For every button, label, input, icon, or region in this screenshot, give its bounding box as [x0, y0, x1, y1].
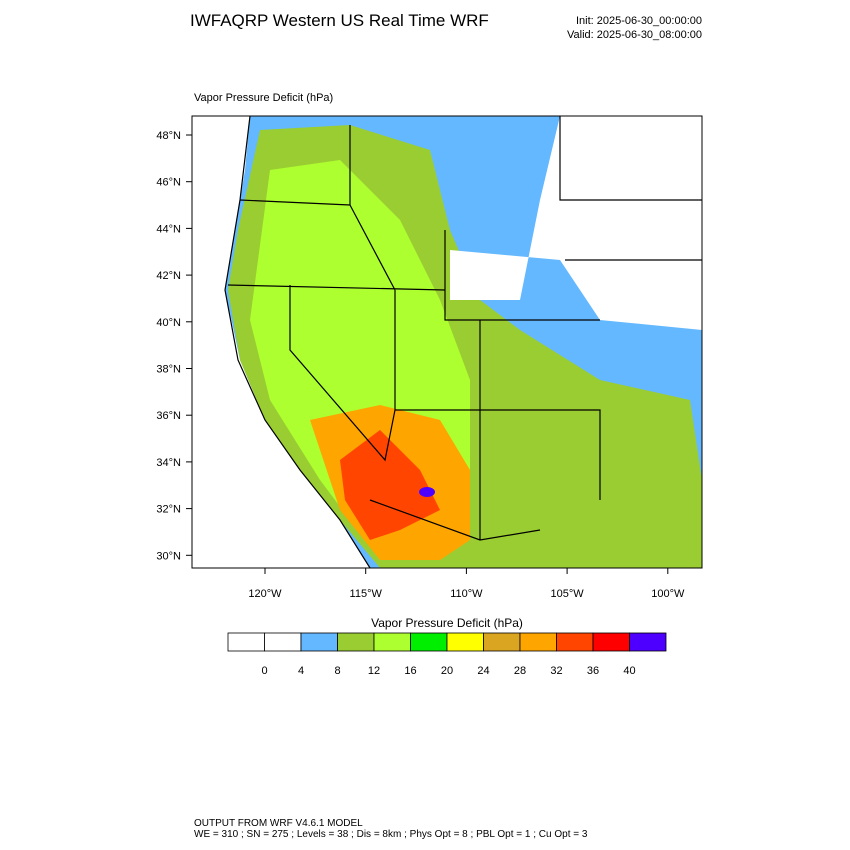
colorbar-box	[519, 632, 557, 652]
colorbar-box	[337, 632, 375, 652]
colorbar-box	[592, 632, 630, 652]
colorbar-tick-label: 20	[441, 665, 453, 677]
init-time: Init: 2025-06-30_00:00:00	[576, 15, 702, 27]
hot-purple	[419, 487, 435, 497]
borders	[224, 116, 702, 568]
lat-label: 44°N	[156, 223, 181, 235]
colorbar-box	[556, 632, 594, 652]
footer-line: WE = 310 ; SN = 275 ; Levels = 38 ; Dis …	[194, 829, 588, 840]
colorbar-tick-label: 40	[623, 665, 635, 677]
colorbar-tick-label: 4	[298, 665, 304, 677]
hot-red	[340, 430, 440, 540]
pacific	[192, 116, 370, 568]
lat-label: 30°N	[156, 550, 181, 562]
lon-label: 110°W	[450, 588, 483, 600]
lat-label: 38°N	[156, 364, 181, 376]
field-label: Vapor Pressure Deficit (hPa)	[194, 92, 333, 104]
colorbar-box	[629, 632, 667, 652]
colorbar-box	[264, 632, 302, 652]
lat-label: 36°N	[156, 410, 181, 422]
colorbar-tick-label: 8	[334, 665, 340, 677]
lon-label: 115°W	[350, 588, 383, 600]
colorbar-box	[446, 632, 484, 652]
colorbar-tick-label: 16	[404, 665, 416, 677]
cool-white	[450, 116, 702, 330]
lat-label: 48°N	[156, 130, 181, 142]
title: IWFAQRP Western US Real Time WRF	[190, 11, 489, 30]
footer-line: OUTPUT FROM WRF V4.6.1 MODEL	[194, 818, 363, 829]
colorbar-box	[300, 632, 338, 652]
lon-label: 105°W	[551, 588, 585, 600]
lon-label: 100°W	[651, 588, 685, 600]
colorbar-tick-label: 24	[477, 665, 489, 677]
colorbar-tick-label: 0	[261, 665, 267, 677]
colorbar-box	[483, 632, 521, 652]
colorbar-title: Vapor Pressure Deficit (hPa)	[371, 616, 523, 630]
lat-label: 32°N	[156, 504, 181, 516]
lat-label: 34°N	[156, 457, 181, 469]
map-frame	[191, 115, 703, 569]
colorbar-tick-label: 36	[587, 665, 599, 677]
colorbar-tick-label: 28	[514, 665, 526, 677]
colorbar-tick-label: 12	[368, 665, 380, 677]
colorbar-box	[373, 632, 411, 652]
lon-label: 120°W	[248, 588, 282, 600]
lat-label: 46°N	[156, 177, 181, 189]
map	[191, 115, 703, 569]
valid-time: Valid: 2025-06-30_08:00:00	[567, 29, 702, 41]
lat-label: 40°N	[156, 317, 181, 329]
colorbar-box	[410, 632, 448, 652]
lat-label: 42°N	[156, 270, 181, 282]
colorbar-tick-label: 32	[550, 665, 562, 677]
colorbar-box	[227, 632, 265, 652]
